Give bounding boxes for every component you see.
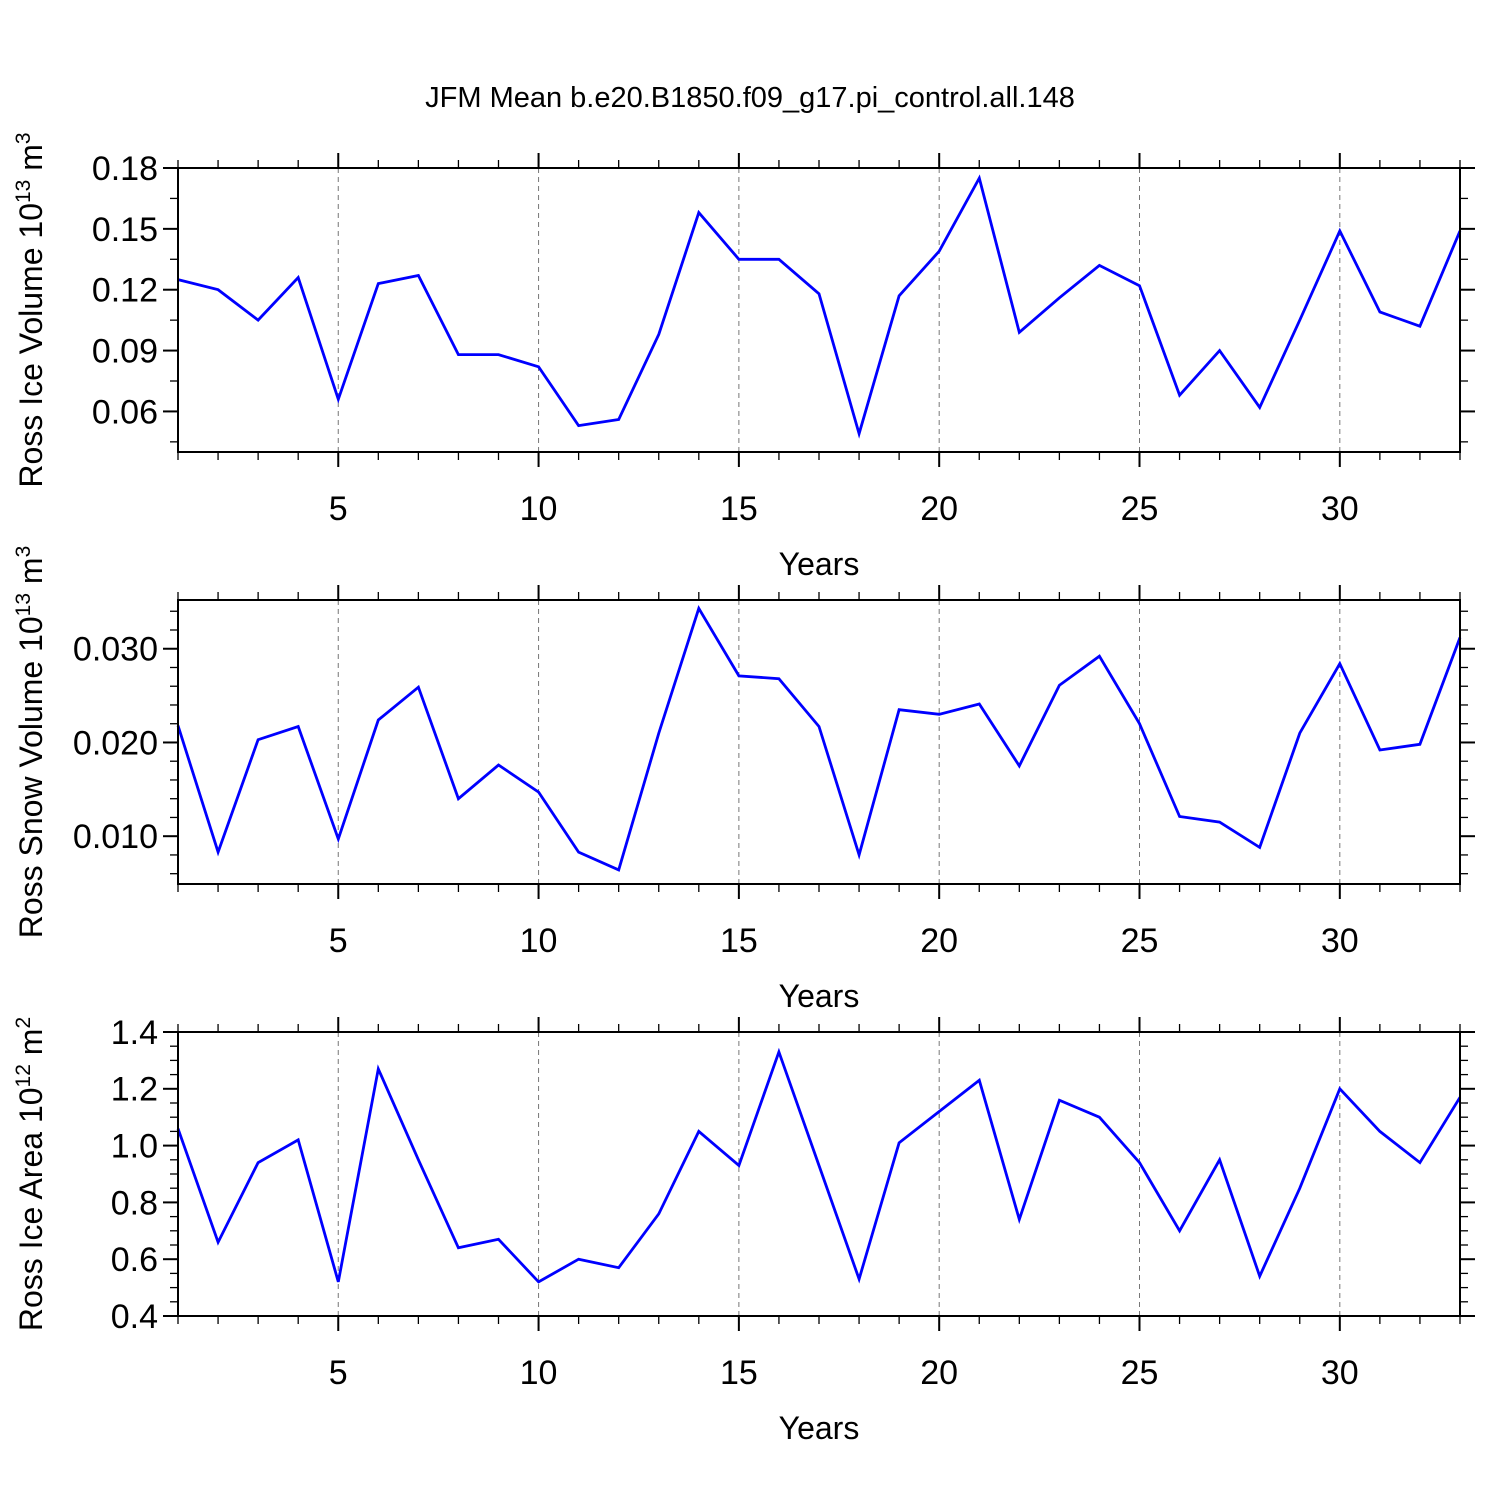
x-tick-label: 5 <box>329 922 348 960</box>
x-axis-title: Years <box>779 978 860 1014</box>
y-tick-label: 0.18 <box>92 150 158 188</box>
y-tick-label: 0.020 <box>73 724 158 762</box>
chart-ross-ice-volume: 0.06 0.09 0.12 0.15 0.18 5 10 15 20 25 30 Years Ross… <box>12 132 1475 582</box>
plot-title: JFM Mean b.e20.B1850.f09_g17.pi_control.… <box>425 82 1075 114</box>
y-axis-title: Ross Ice Area 1012 m2 <box>12 1017 49 1331</box>
y-tick-label: 0.12 <box>92 272 158 310</box>
y-tick-label: 0.15 <box>92 211 158 249</box>
x-tick-label: 20 <box>920 922 958 960</box>
y-tick-label: 0.4 <box>111 1298 158 1336</box>
y-tick-label: 0.6 <box>111 1241 158 1279</box>
axis-frame <box>177 1031 1461 1317</box>
y-tick-label: 0.8 <box>111 1184 158 1222</box>
y-tick-label: 0.06 <box>92 393 158 431</box>
x-tick-label: 10 <box>520 490 558 528</box>
x-tick-label: 15 <box>720 1354 758 1392</box>
y-tick-label: 1.0 <box>111 1128 158 1166</box>
y-axis-title: Ross Snow Volume 1013 m3 <box>12 546 49 939</box>
y-tick-label: 0.030 <box>73 631 158 669</box>
x-tick-label: 30 <box>1321 490 1359 528</box>
line-series <box>177 174 1462 439</box>
x-tick-label: 10 <box>520 922 558 960</box>
x-tick-label: 5 <box>329 490 348 528</box>
x-tick-label: 30 <box>1321 1354 1359 1392</box>
x-tick-label: 5 <box>329 1354 348 1392</box>
x-tick-label: 15 <box>720 490 758 528</box>
y-tick-label: 0.010 <box>73 818 158 856</box>
line-series <box>176 1047 1462 1284</box>
y-tick-label: 1.2 <box>111 1071 158 1109</box>
chart-ross-snow-volume: 0.010 0.020 0.030 5 10 15 20 25 30 Years Ross Snow… <box>12 546 1475 1014</box>
y-tick-label: 0.09 <box>92 332 158 370</box>
x-axis-title: Years <box>779 546 860 582</box>
x-tick-label: 25 <box>1121 490 1159 528</box>
x-tick-label: 20 <box>920 490 958 528</box>
y-tick-label: 1.4 <box>111 1014 158 1052</box>
x-axis-title: Years <box>779 1410 860 1446</box>
line-series <box>176 605 1462 872</box>
chart-ross-ice-area: 0.4 0.6 0.8 1.0 1.2 1.4 5 10 15 20 25 30 Years Ross I… <box>12 1014 1475 1446</box>
x-tick-label: 25 <box>1121 922 1159 960</box>
x-tick-label: 15 <box>720 922 758 960</box>
x-tick-label: 20 <box>920 1354 958 1392</box>
x-tick-label: 10 <box>520 1354 558 1392</box>
y-axis-title: Ross Ice Volume 1013 m3 <box>12 132 49 487</box>
x-tick-label: 30 <box>1321 922 1359 960</box>
x-tick-label: 25 <box>1121 1354 1159 1392</box>
